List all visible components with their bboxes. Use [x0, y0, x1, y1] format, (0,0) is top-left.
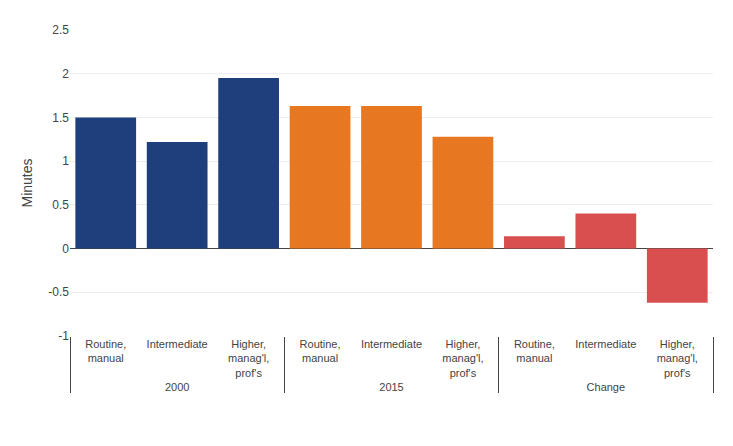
svg-text:Intermediate: Intermediate — [361, 338, 422, 350]
svg-text:0.5: 0.5 — [52, 198, 69, 212]
svg-text:1.5: 1.5 — [52, 111, 69, 125]
svg-text:-1: -1 — [58, 329, 69, 343]
svg-text:0: 0 — [62, 242, 69, 256]
svg-text:1: 1 — [62, 154, 69, 168]
svg-text:Higher,manag'l,prof's: Higher,manag'l,prof's — [228, 338, 269, 379]
svg-text:2: 2 — [62, 67, 69, 81]
svg-text:Routine,manual: Routine,manual — [85, 338, 126, 364]
svg-text:2.5: 2.5 — [52, 23, 69, 37]
svg-text:Routine,manual: Routine,manual — [514, 338, 555, 364]
svg-text:2015: 2015 — [379, 381, 403, 393]
svg-text:Higher,manag'l,prof's: Higher,manag'l,prof's — [442, 338, 483, 379]
svg-text:Intermediate: Intermediate — [575, 338, 636, 350]
svg-text:Routine,manual: Routine,manual — [300, 338, 341, 364]
svg-text:Intermediate: Intermediate — [147, 338, 208, 350]
svg-text:Minutes: Minutes — [19, 158, 35, 207]
svg-text:2000: 2000 — [165, 381, 189, 393]
svg-text:Higher,manag'l,prof's: Higher,manag'l,prof's — [657, 338, 698, 379]
svg-text:-0.5: -0.5 — [48, 285, 69, 299]
svg-text:Change: Change — [587, 381, 626, 393]
